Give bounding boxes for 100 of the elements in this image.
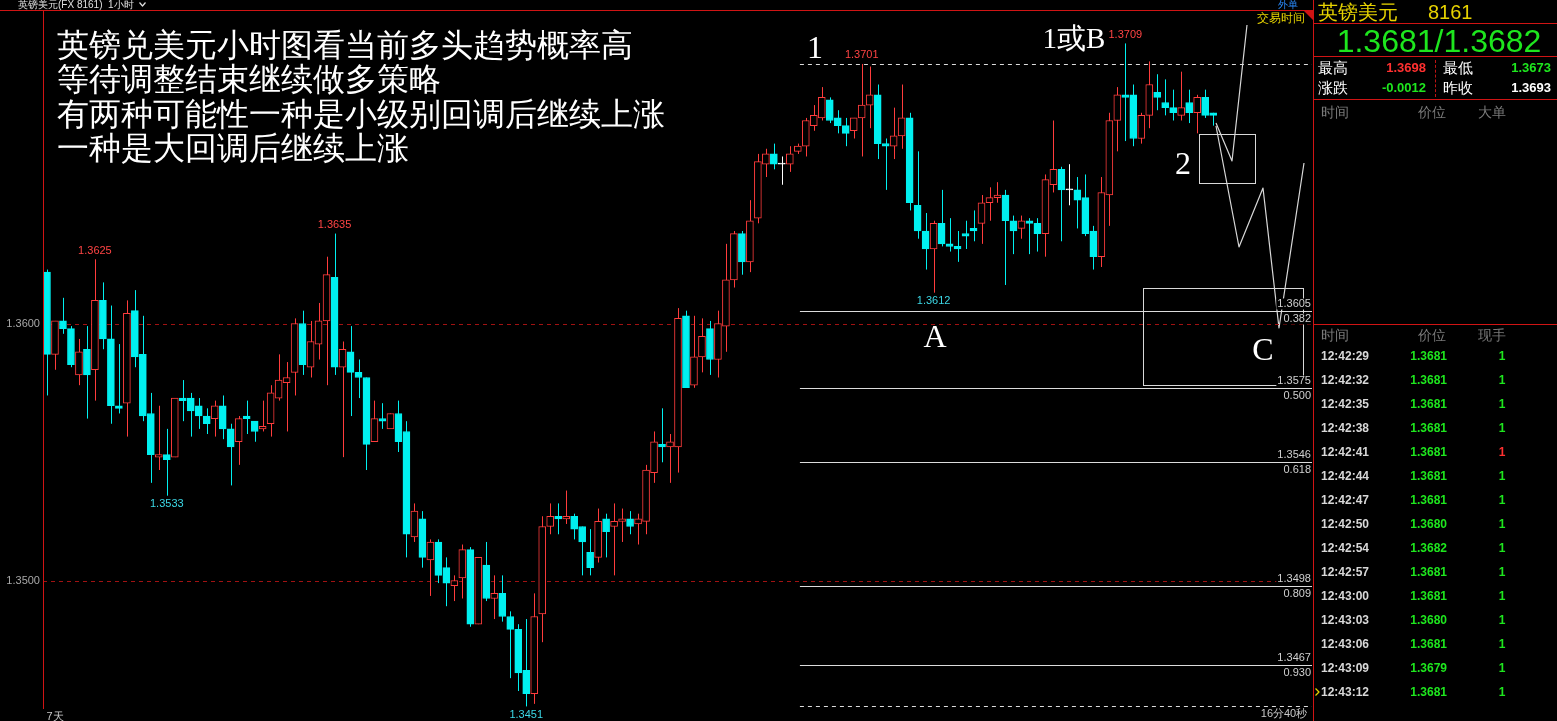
text: 12:42:50 <box>1321 517 1370 531</box>
candlestick <box>610 502 618 576</box>
candlestick <box>202 407 211 435</box>
candlestick <box>378 402 387 430</box>
candlestick <box>1161 78 1170 116</box>
candlestick <box>75 338 83 386</box>
text: 1.3625 <box>78 243 112 256</box>
candlestick <box>985 186 994 222</box>
candlestick <box>698 317 706 373</box>
candlestick <box>506 610 515 679</box>
candlestick <box>602 513 610 558</box>
text: 1.3681/1.3682 <box>1336 23 1542 59</box>
text: 最低 <box>1443 58 1473 76</box>
candlestick <box>1193 94 1202 134</box>
text: 时间 <box>1321 104 1349 120</box>
text: 1.3681 <box>1410 421 1447 435</box>
text: 1.3451 <box>509 707 544 720</box>
candlestick <box>570 513 578 540</box>
candlestick <box>546 502 555 535</box>
annotation: 0.809 <box>1283 587 1311 600</box>
candlestick <box>778 155 786 186</box>
text: 1 <box>1498 445 1506 459</box>
candlestick <box>578 526 586 576</box>
text: 1 <box>1498 565 1506 579</box>
candlestick <box>338 341 347 458</box>
text: 昨收 <box>1443 78 1473 96</box>
candlestick <box>354 359 363 399</box>
text: 1.3681 <box>1410 373 1447 387</box>
text: 1.3681 <box>1410 685 1447 699</box>
text: 外单 <box>1278 0 1298 10</box>
text: 1.3681 <box>1410 469 1447 483</box>
candlestick <box>1065 163 1074 206</box>
candlestick <box>1201 89 1209 119</box>
candlestick <box>210 400 219 438</box>
annotation: 16分40秒 <box>1260 707 1308 720</box>
text: 1 <box>1498 421 1506 435</box>
candlestick <box>234 415 243 466</box>
ref-line-label: 1.3498 <box>1277 572 1311 585</box>
text: 1 <box>1498 397 1506 411</box>
candlestick <box>498 574 507 623</box>
text: 价位 <box>1418 327 1446 343</box>
candlestick <box>865 66 874 129</box>
text: 最高 <box>1318 58 1348 76</box>
x-tick-label: 7天 <box>46 709 64 721</box>
text: 1.3680 <box>1410 613 1447 627</box>
annotation: 1或B <box>1042 21 1106 54</box>
y-tick-label: 1.3500 <box>6 573 40 586</box>
text: 1.3682 <box>1410 541 1447 555</box>
ref-line-label: 1.3546 <box>1277 448 1311 461</box>
candlestick <box>226 423 235 486</box>
text: 1.3681 <box>1410 493 1447 507</box>
text: 1.3533 <box>149 497 184 510</box>
text: 1.3612 <box>916 294 951 307</box>
annotation: A <box>923 318 947 355</box>
text: 1.3701 <box>844 48 879 61</box>
annotation: 0.618 <box>1283 463 1311 476</box>
annotation: 0.930 <box>1283 666 1311 679</box>
text: 1.3693 <box>1511 79 1551 95</box>
text: 1 <box>1498 685 1506 699</box>
text: 8161 <box>1428 1 1473 23</box>
text: 12:43:00 <box>1321 589 1370 603</box>
candlestick <box>762 148 770 178</box>
ref-line-label: 1.3575 <box>1277 374 1311 387</box>
annotation: 一种是大回调后继续上涨 <box>57 129 409 166</box>
candlestick <box>1185 89 1194 124</box>
text: 12:43:09 <box>1321 661 1370 675</box>
text: 1 <box>1498 541 1506 555</box>
candlestick <box>346 325 355 417</box>
candlestick <box>1169 89 1178 121</box>
text: 1 <box>1498 661 1506 675</box>
ref-line-label: 1.3467 <box>1277 651 1311 664</box>
candlestick <box>1017 215 1026 240</box>
candlestick <box>1137 112 1146 145</box>
text: 12:43:12 <box>1321 685 1370 699</box>
text: 1 <box>1498 589 1506 603</box>
text: 1.3709 <box>1108 27 1143 40</box>
text: 12:42:57 <box>1321 565 1370 579</box>
text: 1.3681 <box>1410 397 1447 411</box>
annotation: 交易时间 <box>1257 11 1305 26</box>
chart-title: 英镑美元(FX 8161) 1小时 <box>18 0 134 10</box>
candlestick <box>490 574 499 620</box>
text: 12:42:32 <box>1321 373 1370 387</box>
annotation: 有两种可能性一种是小级别回调后继续上涨 <box>57 95 665 132</box>
text: 12:43:03 <box>1321 613 1370 627</box>
text: 1.3679 <box>1410 661 1447 675</box>
candlestick <box>666 433 674 484</box>
candlestick <box>450 574 459 602</box>
text: 12:42:29 <box>1321 349 1370 363</box>
annotation: 2 <box>1175 145 1191 182</box>
text: 1 <box>1498 517 1506 531</box>
y-tick-label: 1.3600 <box>6 316 40 329</box>
candlestick <box>1025 217 1034 255</box>
text: 1 <box>1498 373 1506 387</box>
text: 1.3681 <box>1410 565 1447 579</box>
candlestick <box>1177 71 1186 121</box>
text: 1 <box>1498 613 1506 627</box>
text: 1.3673 <box>1511 59 1551 75</box>
text: 1.3698 <box>1386 59 1426 75</box>
candlestick <box>841 117 850 147</box>
text: 涨跌 <box>1318 78 1348 96</box>
